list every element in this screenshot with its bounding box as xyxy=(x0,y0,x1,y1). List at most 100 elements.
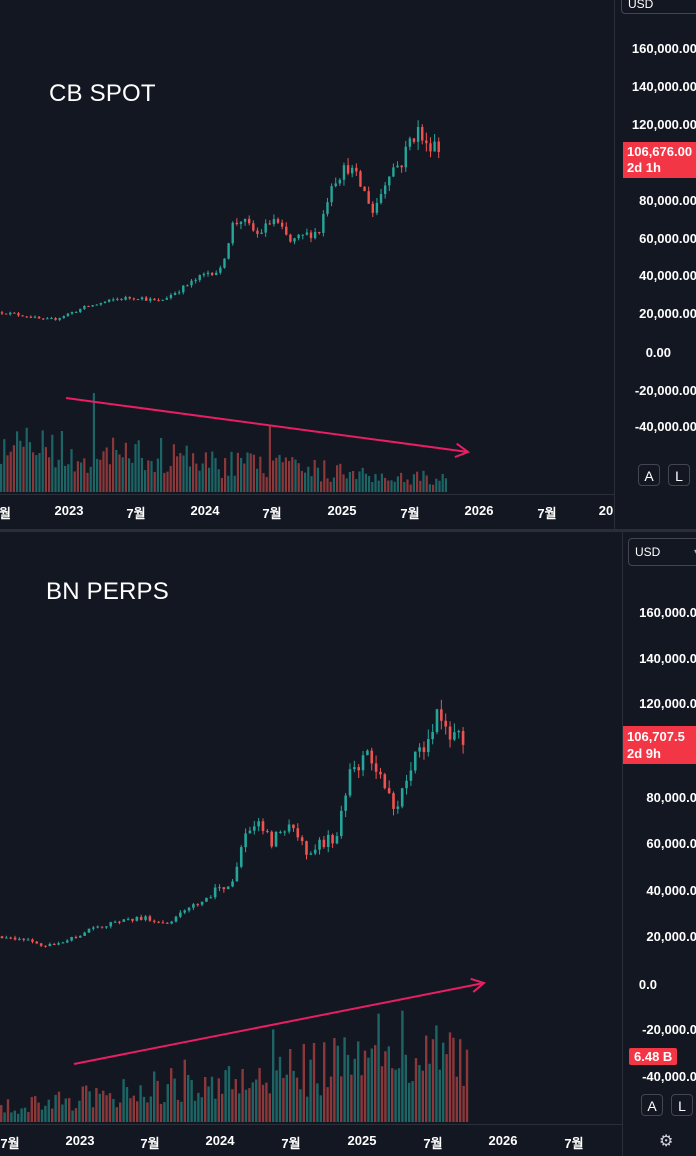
time-axis[interactable]: 7월 2023 7월 2024 7월 2025 7월 2026 7월 xyxy=(0,1124,622,1156)
log-scale-button[interactable]: L xyxy=(671,1094,693,1116)
volume-bar xyxy=(166,1084,169,1122)
candle-body xyxy=(396,165,399,168)
candle-body xyxy=(231,881,234,887)
volume-bar xyxy=(367,1057,370,1122)
candle-body xyxy=(126,918,130,920)
auto-scale-button[interactable]: A xyxy=(638,464,660,486)
pane-splitter[interactable] xyxy=(0,529,696,532)
log-scale-button[interactable]: L xyxy=(668,464,690,486)
candle-body xyxy=(174,916,178,922)
volume-bar xyxy=(132,1095,135,1122)
volume-bar xyxy=(173,1078,176,1122)
volume-bar xyxy=(108,1093,112,1122)
candle-body xyxy=(248,218,251,224)
chart-title: BN PERPS xyxy=(46,578,169,605)
price-tick: 160,000.0 xyxy=(639,605,696,620)
auto-scale-button[interactable]: A xyxy=(641,1094,663,1116)
volume-bar xyxy=(182,455,185,492)
price-tick: -20,000.00 xyxy=(634,383,696,398)
volume-bar xyxy=(60,430,63,492)
volume-bar xyxy=(6,455,9,492)
cb-spot-chart-panel[interactable]: CB SPOT USD 160,000.00 140,000.00 120,00… xyxy=(0,0,696,529)
candle-body xyxy=(305,232,309,235)
chart-title: CB SPOT xyxy=(49,80,156,107)
candle-body xyxy=(39,943,43,946)
currency-selector[interactable]: USD xyxy=(621,0,696,14)
volume-bar xyxy=(435,1025,438,1122)
volume-bar xyxy=(300,470,303,492)
candle-body xyxy=(301,234,304,236)
candle-body xyxy=(122,919,126,922)
volume-bar xyxy=(99,459,102,492)
candle-body xyxy=(219,267,222,273)
volume-bar xyxy=(20,1108,23,1122)
price-axis[interactable]: USD 160,000.00 140,000.00 120,000.00 80,… xyxy=(614,0,696,529)
volume-bar xyxy=(292,1070,295,1122)
volume-bar xyxy=(240,457,243,492)
candle-body xyxy=(0,936,4,939)
volume-bar xyxy=(207,1086,210,1122)
candle-body xyxy=(105,926,108,928)
volume-bar xyxy=(353,1058,356,1122)
time-tick: 월 xyxy=(0,506,11,521)
candle-body xyxy=(400,788,404,807)
candle-body xyxy=(70,312,74,314)
candle-body xyxy=(179,912,182,917)
candle-body xyxy=(379,194,383,203)
bn-perps-chart-panel[interactable]: BN PERPS USD ▾ 160,000.0 140,000.0 120,0… xyxy=(0,532,696,1156)
candle-body xyxy=(418,747,421,752)
volume-bar xyxy=(163,1102,166,1122)
candle-body xyxy=(292,824,295,829)
price-tick: 60,000.00 xyxy=(639,231,696,246)
candle-body xyxy=(182,285,185,293)
candle-body xyxy=(379,771,382,775)
volume-bar xyxy=(462,1085,465,1122)
last-price-value: 106,676.00 xyxy=(627,144,693,159)
volume-bar xyxy=(16,431,19,492)
currency-selector[interactable]: USD ▾ xyxy=(628,538,696,566)
volume-bar xyxy=(125,1087,129,1122)
volume-bar xyxy=(204,452,207,492)
candle-body xyxy=(44,945,47,947)
time-axis[interactable]: 월 2023 7월 2024 7월 2025 7월 2026 7월 20 xyxy=(0,494,614,525)
candle-body xyxy=(96,926,99,928)
volume-bar xyxy=(233,475,236,492)
volume-bar xyxy=(255,1079,258,1122)
volume-bar xyxy=(35,455,38,492)
volume-bar xyxy=(316,1083,319,1122)
price-axis[interactable]: USD ▾ 160,000.0 140,000.0 120,000.0 80,0… xyxy=(622,532,696,1156)
candle-body xyxy=(421,127,424,141)
candle-body xyxy=(196,904,200,906)
volume-bar xyxy=(166,471,169,492)
bn-perps-plot-area[interactable] xyxy=(0,532,622,1124)
volume-bar xyxy=(360,1075,363,1122)
cb-spot-plot-area[interactable] xyxy=(0,0,614,494)
candle-body xyxy=(139,917,143,920)
candle-body xyxy=(280,222,284,227)
candle-body xyxy=(173,293,177,295)
candle-body xyxy=(371,203,374,213)
candle-body xyxy=(153,298,156,301)
volume-bar xyxy=(393,481,396,492)
volume-bar xyxy=(455,1076,458,1122)
candle-body xyxy=(266,830,269,832)
volume-bar xyxy=(230,451,233,492)
volume-bar xyxy=(217,469,220,492)
volume-bar xyxy=(71,1110,74,1122)
candle-body xyxy=(338,179,342,184)
time-tick: 2026 xyxy=(488,1133,518,1148)
volume-bar xyxy=(357,1041,360,1122)
volume-bar xyxy=(54,1094,57,1122)
volume-bar xyxy=(268,1093,271,1122)
time-tick: 20 xyxy=(598,503,614,518)
volume-bar xyxy=(316,467,319,492)
volume-bar xyxy=(64,1098,67,1122)
candle-body xyxy=(87,305,90,307)
time-tick: 7월 xyxy=(140,1136,160,1151)
price-tick: 120,000.00 xyxy=(631,117,696,132)
volume-bar xyxy=(150,460,153,492)
volume-bar xyxy=(256,468,259,492)
gear-icon[interactable]: ⚙ xyxy=(659,1133,674,1150)
volume-bar xyxy=(346,1054,350,1122)
candle-body xyxy=(74,936,78,938)
